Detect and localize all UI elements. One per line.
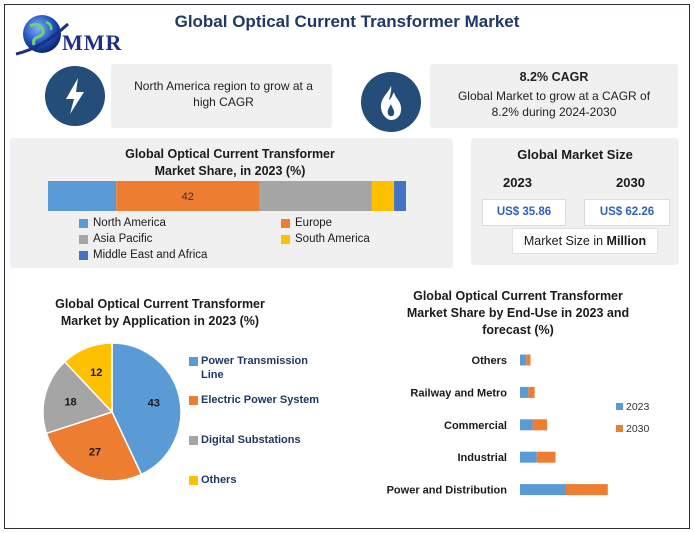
year-2023: 2023: [503, 175, 532, 190]
legend-label: Middle East and Africa: [93, 249, 208, 261]
end-use-bar-chart: Others Railway and Metro Commercial Industr…: [387, 354, 650, 497]
share-bar-middle-east-and-africa: [394, 181, 406, 211]
end-use-legend-label-2023: 2023: [626, 401, 650, 413]
share-bar-asia-pacific: [259, 181, 372, 211]
legend-swatch: [189, 436, 198, 445]
pie-label-electric-power-system: 27: [89, 446, 101, 458]
end-use-bar-industrial-2023: [520, 451, 537, 463]
end-use-legend-label-2030: 2030: [626, 423, 650, 435]
logo-text: MMR: [62, 30, 123, 55]
legend-swatch: [79, 250, 88, 260]
share-bar-south-america: [371, 181, 395, 211]
legend-label: Others: [201, 474, 237, 486]
unit-bold: Million: [606, 234, 647, 248]
pie-legend-item-electric-power-system: Electric Power System: [189, 393, 321, 407]
end-use-bar-industrial-2030: [536, 451, 556, 463]
market-share-stacked-bar: 42: [48, 181, 406, 211]
legend-label: South America: [295, 233, 370, 245]
end-use-bar-power-and-distribution-2023: [520, 484, 566, 496]
page-title: Global Optical Current Transformer Marke…: [174, 12, 520, 31]
legend-item-middle-east-and-africa: Middle East and Africa: [79, 249, 207, 261]
end-use-category-railway-and-metro: Railway and Metro: [410, 387, 507, 399]
legend-label: Digital Substations: [201, 434, 301, 446]
pie-slice-digital-substations: [42, 360, 114, 435]
pie-legend-item-power-transmission-line: Power Transmission Line: [189, 354, 321, 382]
unit-prefix: Market Size in: [523, 234, 604, 248]
value-2023: US$ 35.86: [482, 199, 566, 226]
pie-slice-others: [63, 342, 113, 414]
legend-label: Power Transmission Line: [201, 355, 308, 381]
legend-swatch: [189, 396, 198, 405]
value-2030: US$ 62.26: [584, 199, 670, 226]
market-size-unit: Market Size in Million: [512, 228, 658, 254]
application-pie-title: Global Optical Current Transformer Marke…: [55, 297, 265, 328]
end-use-bar-power-and-distribution-2030: [565, 484, 608, 496]
legend-label: North America: [93, 217, 166, 229]
cagr-heading: 8.2% CAGR: [519, 70, 589, 84]
legend-item-europe: Europe: [281, 217, 332, 229]
end-use-legend-swatch-2023: [616, 403, 623, 410]
lightning-bolt-icon: [66, 78, 84, 114]
legend-label: Europe: [295, 217, 333, 229]
highlight-north-america: North America region to grow at a high C…: [111, 64, 332, 128]
end-use-bar-commercial-2023: [520, 419, 533, 431]
end-use-bar-commercial-2030: [532, 419, 548, 431]
legend-item-asia-pacific: Asia Pacific: [79, 233, 152, 245]
legend-swatch: [79, 218, 88, 228]
end-use-category-commercial: Commercial: [444, 420, 507, 432]
highlight-text: North America region to grow at a high C…: [134, 79, 313, 109]
flame-icon-circle: [361, 72, 421, 132]
end-use-category-power-and-distribution: Power and Distribution: [387, 485, 508, 497]
legend-label: Asia Pacific: [93, 233, 153, 245]
pie-label-power-transmission-line: 43: [148, 398, 160, 410]
legend-swatch: [189, 357, 198, 366]
pie-slice-electric-power-system: [45, 411, 143, 482]
infographic-frame: [4, 4, 690, 529]
legend-label: Electric Power System: [201, 394, 320, 406]
market-size-title: Global Market Size: [517, 147, 633, 162]
legend-swatch: [189, 476, 198, 485]
end-use-bar-others-2023: [520, 354, 527, 366]
highlight-cagr: 8.2% CAGR Global Market to grow at a CAG…: [430, 64, 678, 128]
lightning-icon-circle: [45, 66, 105, 126]
pie-label-others: 12: [90, 367, 102, 379]
end-use-bar-railway-and-metro-2023: [520, 386, 529, 398]
pie-legend-item-digital-substations: Digital Substations: [189, 433, 321, 447]
flame-icon: [380, 86, 402, 120]
pie-slice-power-transmission-line: [111, 342, 182, 476]
end-use-category-industrial: Industrial: [457, 452, 507, 464]
year-2030: 2030: [616, 175, 645, 190]
pie-label-digital-substations: 18: [64, 396, 76, 408]
share-bar-label-europe: 42: [182, 191, 194, 203]
mmr-logo: [12, 10, 142, 68]
pie-legend-item-others: Others: [189, 473, 321, 487]
share-bar-europe: [116, 181, 260, 211]
cagr-text: Global Market to grow at a CAGR of 8.2% …: [457, 89, 651, 119]
legend-item-south-america: South America: [281, 233, 370, 245]
market-share-title: Global Optical Current Transformer Marke…: [125, 147, 335, 178]
legend-swatch: [79, 234, 88, 244]
application-pie-chart: 43 27 18 12: [42, 342, 182, 482]
end-use-category-others: Others: [472, 355, 507, 367]
legend-swatch: [281, 218, 290, 228]
legend-item-north-america: North America: [79, 217, 166, 229]
end-use-chart-title: Global Optical Current Transformer Marke…: [406, 289, 630, 337]
legend-swatch: [281, 234, 290, 244]
share-bar-north-america: [48, 181, 117, 211]
end-use-legend-swatch-2030: [616, 425, 623, 432]
globe-icon: [15, 15, 70, 56]
end-use-bar-railway-and-metro-2030: [528, 386, 535, 398]
end-use-bar-others-2030: [526, 354, 531, 366]
